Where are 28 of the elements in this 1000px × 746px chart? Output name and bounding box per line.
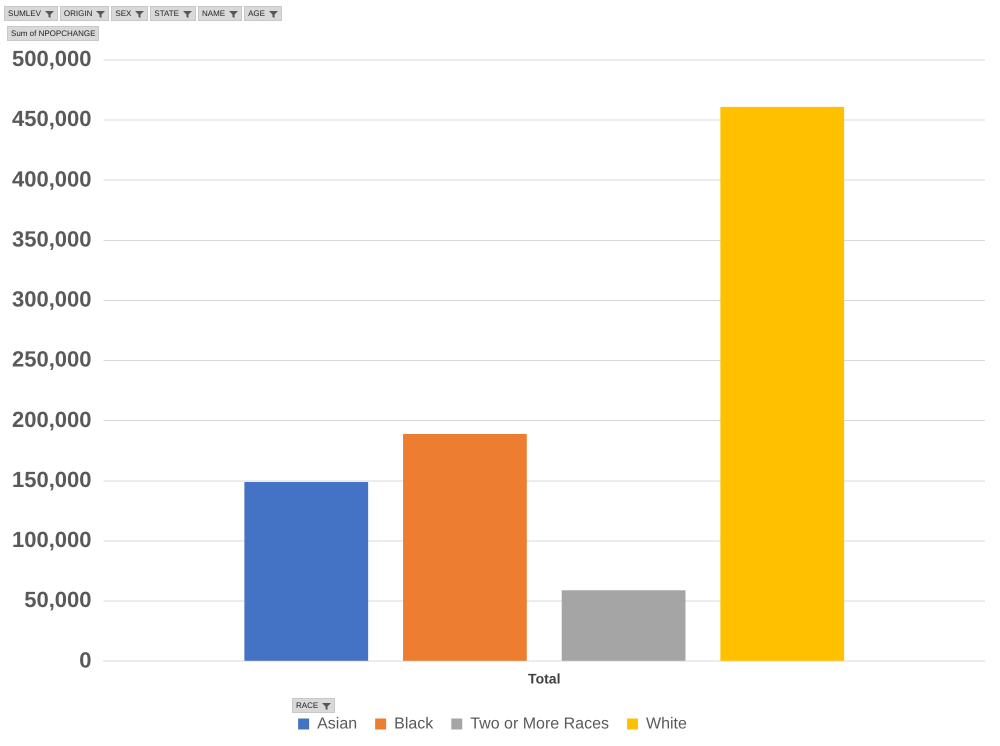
text: AGE — [248, 9, 265, 18]
legend-label: Two or More Races — [470, 715, 609, 732]
y-tick-label: 450,000 — [12, 106, 92, 132]
legend-title: RACE — [296, 701, 318, 710]
bar — [403, 434, 527, 661]
bar — [720, 106, 844, 661]
y-tick-label: 400,000 — [12, 166, 92, 192]
y-tick-label: 50,000 — [24, 587, 92, 612]
y-tick-label: 100,000 — [12, 527, 92, 552]
bar — [244, 482, 368, 661]
x-tick-label: Total — [528, 670, 560, 686]
legend-label: White — [646, 715, 687, 732]
legend-label: Black — [394, 715, 434, 732]
text: ORIGIN — [64, 9, 92, 18]
text: Sum of NPOPCHANGE — [11, 29, 96, 38]
text: SUMLEV — [8, 9, 41, 18]
legend-label: Asian — [317, 715, 358, 732]
text: STATE — [154, 9, 179, 18]
y-tick-label: 150,000 — [12, 466, 92, 492]
y-tick-label: 250,000 — [12, 346, 92, 372]
y-tick-label: 0 — [79, 647, 92, 672]
y-tick-label: 200,000 — [12, 406, 92, 432]
y-tick-label: 300,000 — [12, 286, 92, 312]
text: SEX — [115, 9, 132, 18]
y-tick-label: 500,000 — [12, 46, 92, 72]
bar — [562, 590, 686, 661]
text: NAME — [202, 9, 226, 18]
y-tick-label: 350,000 — [12, 226, 92, 252]
